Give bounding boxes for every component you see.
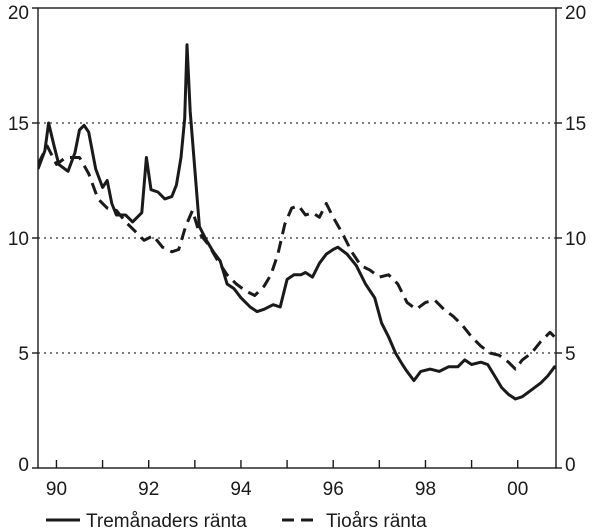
ytick-label-left-20: 20	[8, 3, 29, 24]
xtick-label-1996: 96	[323, 479, 344, 500]
tick-marks	[32, 7, 562, 469]
ytick-label-left-15: 15	[8, 114, 29, 135]
gridlines	[38, 122, 556, 354]
xtick-label-1994: 94	[230, 479, 252, 500]
xtick-label-1998: 98	[415, 479, 436, 500]
series-line-tremanaders-ranta	[38, 43, 556, 401]
ytick-label-left-10: 10	[8, 229, 29, 250]
series-line-tioars-ranta	[38, 144, 556, 371]
xtick-label-1990: 90	[46, 479, 67, 500]
series-lines	[38, 43, 556, 401]
legend-label-tremanaders: Tremånaders ränta	[86, 511, 247, 530]
ytick-label-right-15: 15	[565, 114, 586, 135]
legend-label-tioars: Tioårs ränta	[326, 511, 427, 530]
ytick-label-right-20: 20	[565, 3, 586, 24]
ytick-label-left-5: 5	[18, 344, 29, 365]
ytick-label-left-0: 0	[18, 455, 29, 476]
xtick-label-2000: 00	[507, 479, 528, 500]
xtick-label-1992: 92	[138, 479, 159, 500]
ytick-label-right-10: 10	[565, 229, 586, 250]
legend: Tremånaders ränta Tioårs ränta	[46, 511, 427, 530]
ytick-label-right-5: 5	[565, 344, 576, 365]
ytick-label-right-0: 0	[565, 455, 576, 476]
